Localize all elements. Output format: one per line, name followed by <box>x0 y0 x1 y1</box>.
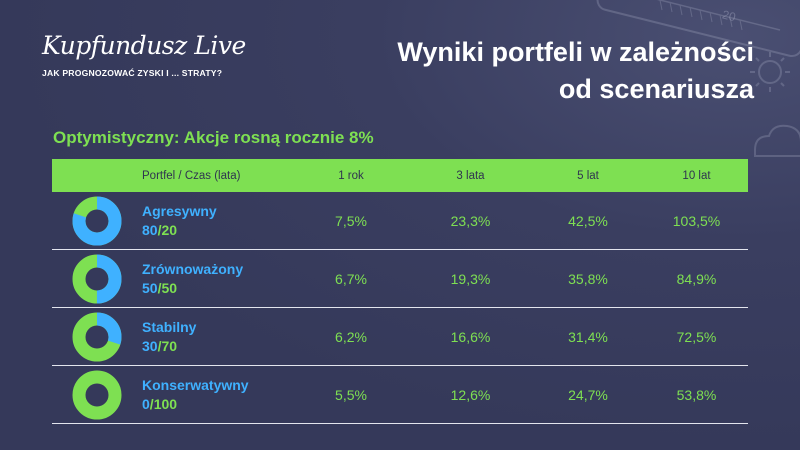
thermometer-number: 20 <box>721 7 738 24</box>
equity-slice <box>72 254 122 303</box>
allocation-separator: / <box>157 221 162 238</box>
equity-share: 80 <box>142 221 158 238</box>
equity-slice <box>72 196 122 245</box>
equity-slice <box>72 312 122 361</box>
allocation-separator: / <box>157 279 162 296</box>
allocation-donut-icon <box>72 254 122 303</box>
title-line-2: od scenariusza <box>558 74 754 104</box>
value-10-years: 84,9% <box>676 270 717 287</box>
allocation-donut-icon <box>72 196 122 245</box>
equity-share: 0 <box>142 395 150 412</box>
brand-block: Kupfundusz Live JAK PROGNOZOWAĆ ZYSKI I … <box>42 31 246 79</box>
title-line-1: Wyniki portfeli w zależności <box>397 37 754 67</box>
value-5-years: 24,7% <box>568 386 608 403</box>
value-3-years: 23,3% <box>450 212 491 229</box>
portfolio-allocation: 0/100 <box>142 395 292 414</box>
allocation-separator: / <box>149 395 154 412</box>
table-row: Konserwatywny 0/100 5,5% 12,6% 24,7% 53,… <box>52 366 748 424</box>
page-title: Wyniki portfeli w zależności od scenariu… <box>397 34 754 108</box>
value-10-years: 103,5% <box>672 212 721 229</box>
portfolio-name: Stabilny <box>142 318 197 335</box>
portfolio-results-table: Portfel / Czas (lata) 1 rok 3 lata 5 lat… <box>52 159 748 424</box>
weather-thermometer-decoration: 20 <box>596 0 800 157</box>
table-row: Stabilny 30/70 6,2% 16,6% 31,4% 72,5% <box>52 308 748 366</box>
portfolio-name: Agresywny <box>142 202 217 219</box>
allocation-separator: / <box>157 337 162 354</box>
bond-share: 50 <box>161 279 178 296</box>
value-3-years: 12,6% <box>450 386 491 403</box>
value-3-years: 16,6% <box>450 328 491 345</box>
header-5-years: 5 lat <box>577 169 599 182</box>
equity-share: 50 <box>142 279 158 296</box>
bond-share: 100 <box>153 395 178 412</box>
value-5-years: 35,8% <box>568 270 608 287</box>
value-1-year: 6,2% <box>335 328 367 345</box>
portfolio-allocation: 50/50 <box>142 279 292 298</box>
table-header: Portfel / Czas (lata) 1 rok 3 lata 5 lat… <box>52 159 748 192</box>
equity-share: 30 <box>142 337 158 354</box>
bond-share: 20 <box>161 221 178 238</box>
value-5-years: 42,5% <box>568 212 608 229</box>
portfolio-name: Konserwatywny <box>142 376 249 393</box>
header-10-years: 10 lat <box>682 169 711 182</box>
portfolio-allocation: 30/70 <box>142 337 292 356</box>
scenario-heading: Optymistyczny: Akcje rosną rocznie 8% <box>53 128 374 147</box>
header-1-year: 1 rok <box>338 169 364 182</box>
value-5-years: 31,4% <box>568 328 608 345</box>
value-1-year: 6,7% <box>335 270 367 287</box>
bond-slice <box>72 370 122 419</box>
brand-logo: Kupfundusz Live <box>42 31 246 60</box>
allocation-donut-icon <box>72 370 122 419</box>
value-3-years: 19,3% <box>450 270 491 287</box>
brand-tagline: JAK PROGNOZOWAĆ ZYSKI I ... STRATY? <box>42 68 223 78</box>
value-10-years: 53,8% <box>676 386 717 403</box>
bond-share: 70 <box>161 337 178 354</box>
header-3-years: 3 lata <box>456 169 485 182</box>
table-row: Agresywny 80/20 7,5% 23,3% 42,5% 103,5% <box>52 192 748 250</box>
table-row: Zrównoważony 50/50 6,7% 19,3% 35,8% 84,9… <box>52 250 748 308</box>
portfolio-name: Zrównoważony <box>142 260 244 277</box>
value-1-year: 7,5% <box>335 212 367 229</box>
value-10-years: 72,5% <box>676 328 717 345</box>
allocation-donut-icon <box>72 312 122 361</box>
header-portfolio-time: Portfel / Czas (lata) <box>142 169 241 182</box>
value-1-year: 5,5% <box>335 386 367 403</box>
portfolio-allocation: 80/20 <box>142 221 292 240</box>
